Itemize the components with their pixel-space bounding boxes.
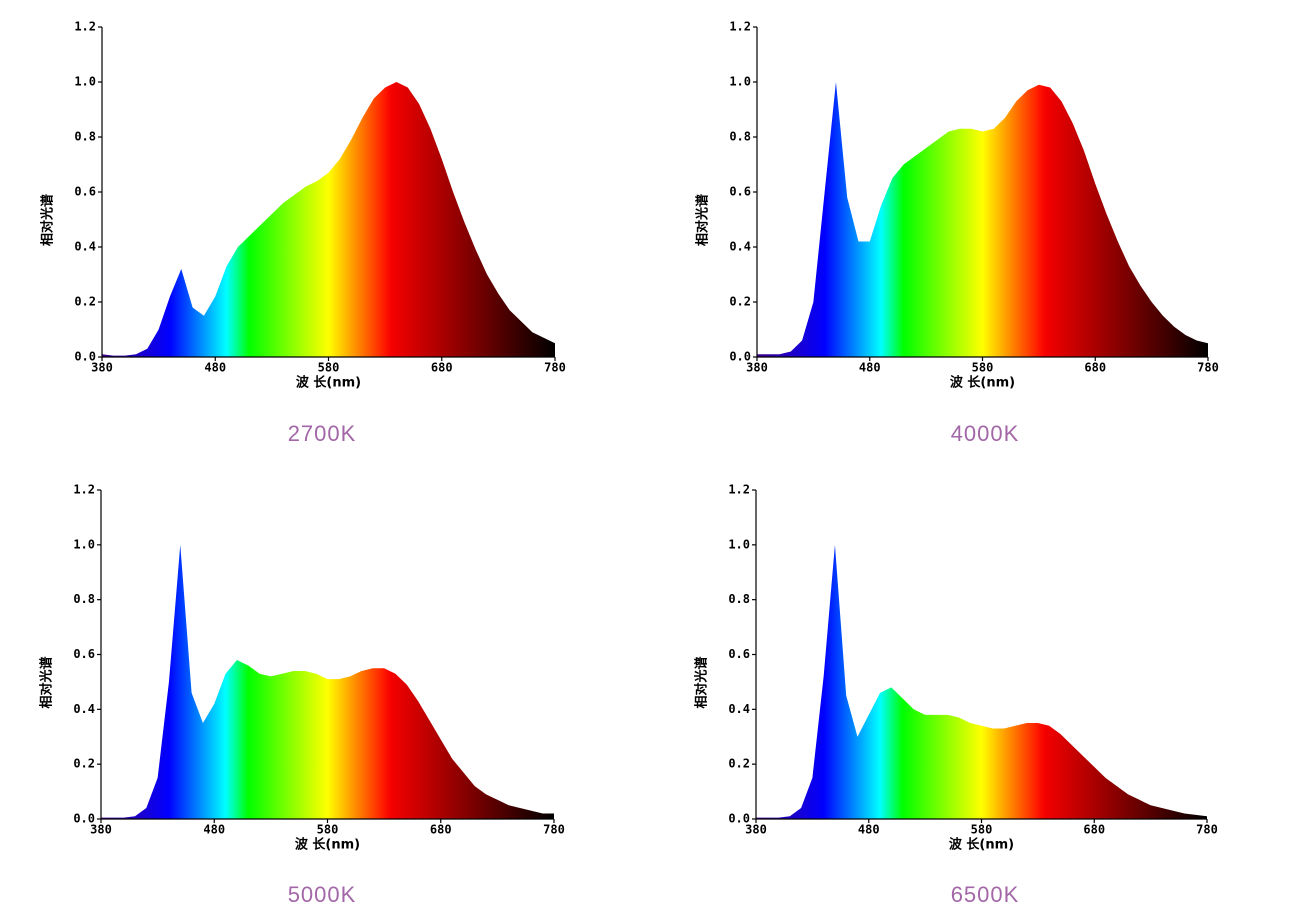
x-tick-label: 480 [203,823,225,837]
chart-caption: 6500K [951,882,1020,907]
x-tick-label: 380 [91,361,113,375]
spectrum-area [757,82,1208,357]
x-axis-title: 波 长(nm) [296,375,361,391]
y-tick-label: 0.8 [74,130,96,144]
chart-caption: 2700K [288,421,357,446]
spectrum-area [102,82,555,357]
x-axis-title: 波 长(nm) [950,375,1015,391]
chart-panel: 0.0 0.2 0.4 0.6 0.8 1.0 1.2 380 480 580 680 780 波 长(… [695,20,1219,446]
y-tick-label: 0.8 [729,130,751,144]
x-tick-label: 380 [90,823,112,837]
y-tick-label: 0.2 [74,295,96,309]
y-tick-label: 1.0 [729,75,751,89]
x-tick-label: 580 [317,823,339,837]
y-tick-label: 1.0 [73,537,95,551]
x-tick-label: 380 [745,823,767,837]
y-tick-label: 0.2 [73,757,95,771]
y-tick-label: 0.4 [728,702,750,716]
y-tick-label: 0.4 [74,240,96,254]
y-tick-label: 0.0 [729,350,751,364]
y-tick-label: 0.6 [73,647,95,661]
x-tick-label: 480 [858,823,880,837]
y-tick-label: 0.4 [729,240,751,254]
x-tick-label: 380 [746,361,768,375]
spectrum-area [756,544,1207,819]
y-tick-label: 1.2 [73,483,95,497]
chart-caption: 4000K [951,421,1020,446]
x-tick-label: 580 [971,823,993,837]
y-axis-title: 相对光谱 [39,656,55,708]
x-axis-title: 波 长(nm) [295,837,360,853]
y-tick-label: 1.2 [74,20,96,34]
chart-panel: 0.0 0.2 0.4 0.6 0.8 1.0 1.2 380 480 580 680 780 波 长(… [40,20,566,446]
x-tick-label: 780 [1197,361,1219,375]
x-tick-label: 680 [430,823,452,837]
x-tick-label: 780 [544,361,566,375]
y-tick-label: 0.2 [728,757,750,771]
y-tick-label: 0.6 [729,185,751,199]
x-tick-label: 780 [543,823,565,837]
x-tick-label: 580 [318,361,340,375]
chart-panel: 0.0 0.2 0.4 0.6 0.8 1.0 1.2 380 480 580 680 780 波 长(… [39,483,565,907]
x-tick-label: 480 [859,361,881,375]
y-tick-label: 0.4 [73,702,95,716]
y-tick-label: 1.2 [729,20,751,34]
x-tick-label: 780 [1196,823,1218,837]
x-tick-label: 680 [431,361,453,375]
y-tick-label: 0.0 [73,812,95,826]
y-tick-label: 1.2 [728,483,750,497]
y-tick-label: 0.6 [74,185,96,199]
y-axis-title: 相对光谱 [694,656,710,708]
y-tick-label: 0.0 [728,812,750,826]
x-tick-label: 680 [1083,823,1105,837]
y-tick-label: 0.0 [74,350,96,364]
y-tick-label: 0.8 [728,592,750,606]
y-axis-title: 相对光谱 [40,194,56,246]
x-tick-label: 680 [1084,361,1106,375]
spectrum-area [101,544,554,819]
y-axis-title: 相对光谱 [695,194,711,246]
y-tick-label: 0.6 [728,647,750,661]
y-tick-label: 1.0 [728,537,750,551]
chart-caption: 5000K [288,882,357,907]
chart-panel: 0.0 0.2 0.4 0.6 0.8 1.0 1.2 380 480 580 680 780 波 长(… [694,483,1218,907]
y-tick-label: 1.0 [74,75,96,89]
x-axis-title: 波 长(nm) [949,837,1014,853]
y-tick-label: 0.2 [729,295,751,309]
x-tick-label: 580 [972,361,994,375]
y-tick-label: 0.8 [73,592,95,606]
x-tick-label: 480 [204,361,226,375]
